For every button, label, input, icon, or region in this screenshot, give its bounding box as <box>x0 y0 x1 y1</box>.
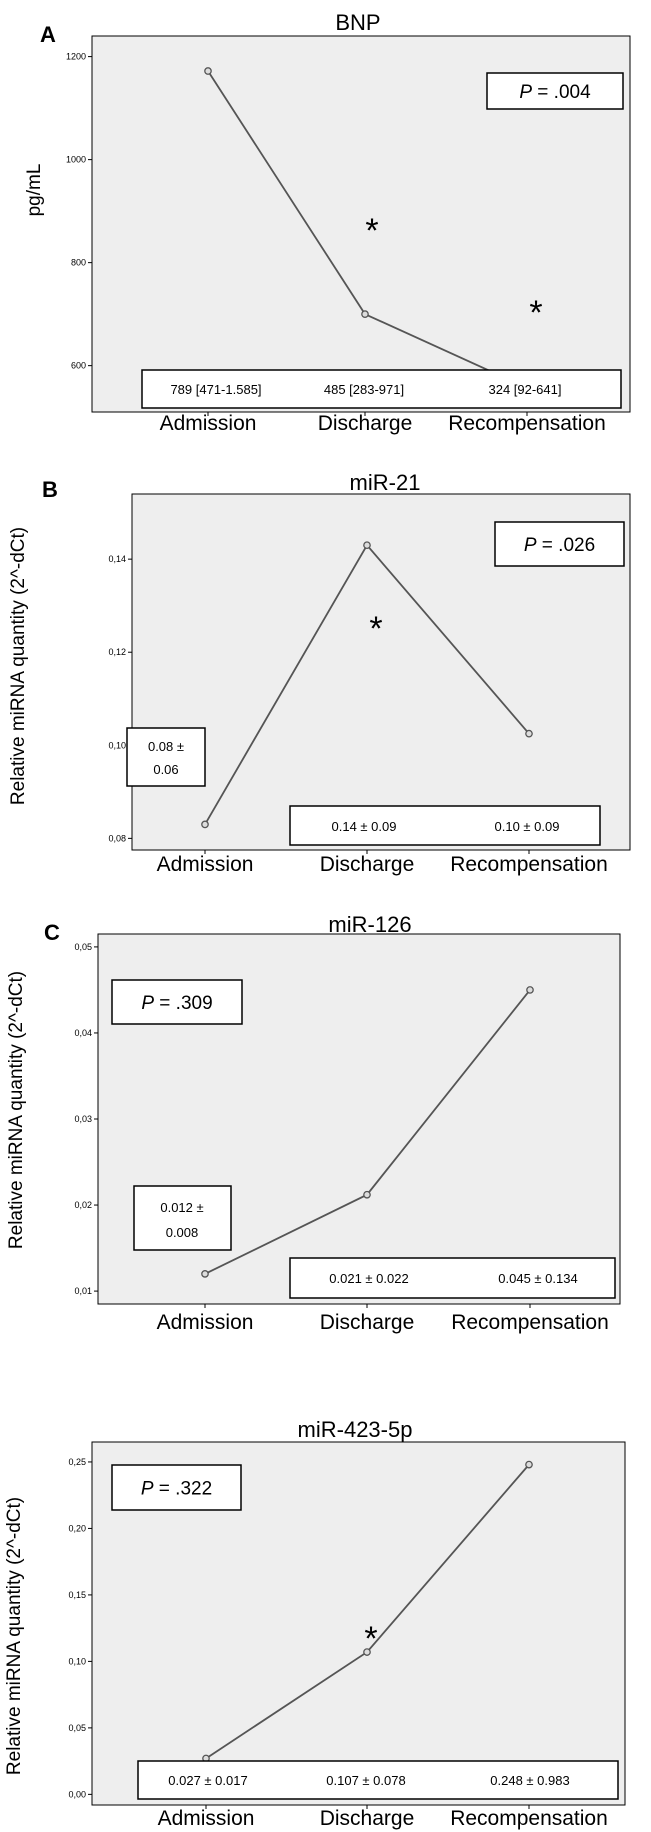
y-tick-label: 0,25 <box>68 1457 86 1467</box>
value-labels-box <box>137 1760 619 1800</box>
data-point <box>204 67 212 75</box>
value-label: 324 [92-641] <box>488 382 561 397</box>
significance-star: * <box>369 610 382 648</box>
y-tick-label: 0,05 <box>68 1723 86 1733</box>
data-point <box>201 820 209 829</box>
value-label: 0.10 ± 0.09 <box>495 819 560 834</box>
p-value-text: P = .004 <box>519 82 591 103</box>
y-tick-label: 1200 <box>66 52 86 62</box>
value-labels-box <box>289 805 601 846</box>
y-axis-label: Relative miRNA quantity (2^-dCt) <box>4 1497 25 1775</box>
x-tick-label: Admission <box>158 1807 255 1830</box>
value-label: 0.027 ± 0.017 <box>168 1773 247 1788</box>
value-labels-box <box>141 369 622 409</box>
x-tick-label: Recompensation <box>451 1311 609 1334</box>
panel-letter: C <box>44 920 60 945</box>
value-label: 485 [283-971] <box>324 382 404 397</box>
p-value-text: P = .309 <box>141 993 212 1014</box>
data-point <box>363 1648 371 1656</box>
y-tick-label: 0,02 <box>74 1200 92 1210</box>
x-tick-label: Recompensation <box>450 1807 608 1830</box>
y-tick-label: 0,14 <box>108 554 126 564</box>
y-axis-label: pg/mL <box>24 164 45 217</box>
y-axis-label: Relative miRNA quantity (2^-dCt) <box>8 527 29 805</box>
data-point <box>363 1190 371 1199</box>
significance-star: * <box>365 212 378 250</box>
p-value-text: P = .322 <box>141 1479 212 1500</box>
value-label: 0.021 ± 0.022 <box>329 1271 408 1286</box>
y-tick-label: 0,10 <box>68 1656 86 1666</box>
value-label: 0.008 <box>166 1225 199 1240</box>
y-tick-label: 0,00 <box>68 1789 86 1799</box>
chart-svg: A BNP pg/mL 600 800 1000 1200 Admission Discharg… <box>24 10 631 435</box>
p-value-box <box>494 521 625 567</box>
chart-svg: miR-423-5p Relative miRNA quantity (2^-dC… <box>4 1417 626 1830</box>
x-tick-label: Admission <box>160 412 257 435</box>
p-value-box <box>486 72 624 110</box>
value-label: 0.045 ± 0.134 <box>498 1271 577 1286</box>
y-tick-label: 0,03 <box>74 1114 92 1124</box>
y-tick-label: 0,01 <box>74 1286 92 1296</box>
y-tick-label: 0,10 <box>108 740 126 750</box>
p-value-text: P = .026 <box>524 535 595 556</box>
chart-panel-bnp: A BNP pg/mL 600 800 1000 1200 Admission Discharg… <box>0 0 651 450</box>
value-label: 0.08 ± <box>148 739 184 754</box>
y-tick-label: 0,12 <box>108 647 126 657</box>
value-label: 0.248 ± 0.983 <box>490 1773 569 1788</box>
value-label-box <box>133 1185 232 1251</box>
value-label-box <box>126 727 206 787</box>
x-tick-label: Discharge <box>320 853 415 876</box>
data-point <box>525 1460 533 1469</box>
x-tick-label: Discharge <box>320 1311 415 1334</box>
y-tick-label: 0,20 <box>68 1523 86 1533</box>
value-labels-box <box>289 1257 616 1299</box>
data-point <box>526 986 534 994</box>
x-tick-label: Recompensation <box>448 412 606 435</box>
chart-panel-mir-423-5p: miR-423-5p Relative miRNA quantity (2^-dC… <box>0 1362 651 1832</box>
x-tick-label: Admission <box>157 853 254 876</box>
y-tick-label: 0,05 <box>74 942 92 952</box>
value-label: 0.107 ± 0.078 <box>326 1773 405 1788</box>
y-tick-label: 0,04 <box>74 1028 92 1038</box>
chart-title: miR-126 <box>328 912 411 937</box>
y-axis-label: Relative miRNA quantity (2^-dCt) <box>6 971 27 1249</box>
data-point <box>361 310 369 318</box>
y-tick-label: 800 <box>71 258 86 268</box>
panel-letter: B <box>42 477 58 502</box>
panel-letter: A <box>40 22 56 47</box>
significance-star: * <box>364 1620 377 1658</box>
y-tick-label: 0,15 <box>68 1590 86 1600</box>
value-label: 0.012 ± <box>160 1200 203 1215</box>
p-value-box <box>111 979 243 1025</box>
data-point <box>201 1270 209 1278</box>
p-value-box <box>111 1464 242 1511</box>
value-label: 789 [471-1.585] <box>170 382 261 397</box>
x-tick-label: Discharge <box>318 412 413 435</box>
data-point <box>525 729 533 738</box>
chart-title: miR-21 <box>350 470 421 495</box>
x-tick-label: Admission <box>157 1311 254 1334</box>
y-tick-label: 0,08 <box>108 833 126 843</box>
data-point <box>363 541 371 550</box>
x-tick-label: Recompensation <box>450 853 608 876</box>
x-tick-label: Discharge <box>320 1807 415 1830</box>
y-tick-label: 1000 <box>66 155 86 165</box>
significance-star: * <box>529 294 542 332</box>
chart-title: miR-423-5p <box>298 1417 413 1442</box>
chart-title: BNP <box>335 10 380 35</box>
value-label: 0.14 ± 0.09 <box>332 819 397 834</box>
value-label: 0.06 <box>153 762 178 777</box>
y-tick-label: 600 <box>71 361 86 371</box>
